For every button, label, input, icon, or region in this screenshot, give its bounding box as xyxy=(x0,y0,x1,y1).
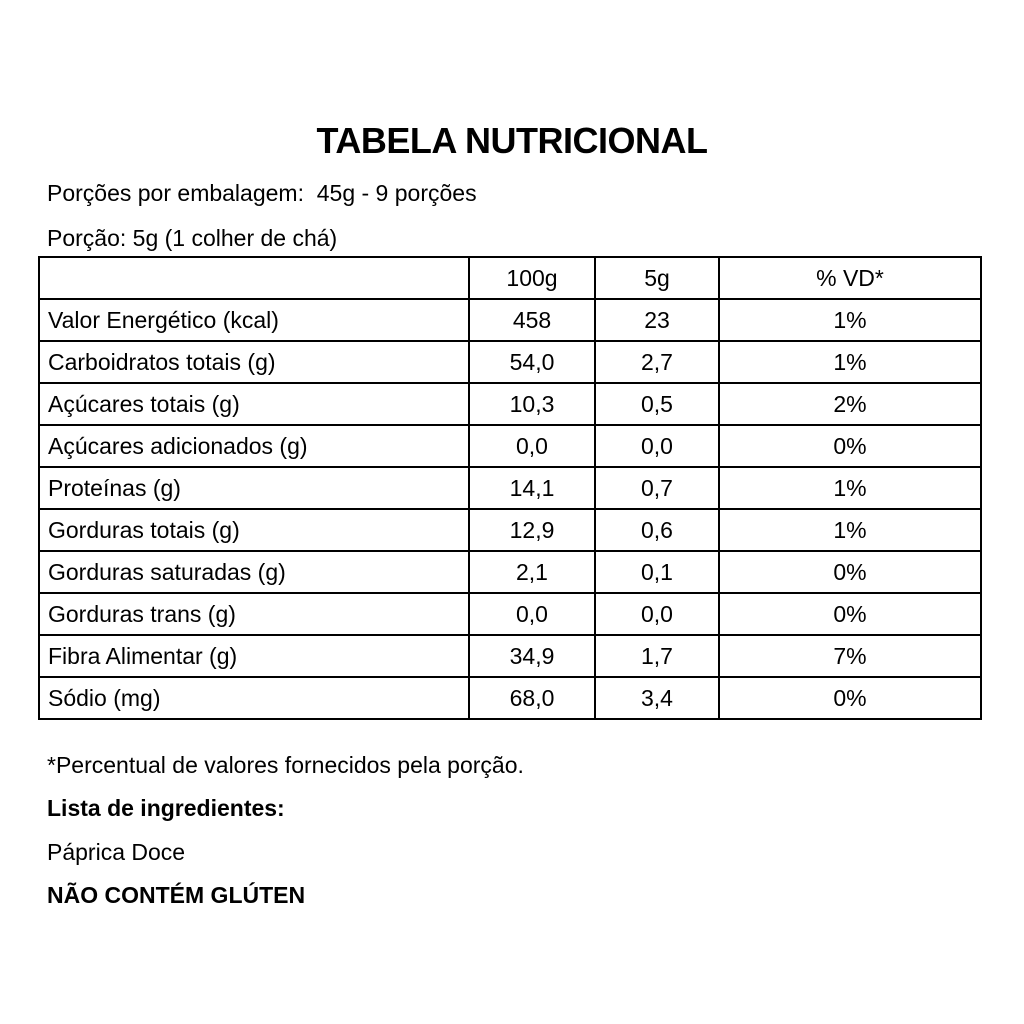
table-row: Carboidratos totais (g) 54,0 2,7 1% xyxy=(38,340,982,384)
table-cell: 458 xyxy=(468,298,596,342)
table-cell: 5g xyxy=(594,256,720,300)
table-row: Sódio (mg) 68,0 3,4 0% xyxy=(38,676,982,720)
table-cell: 1% xyxy=(718,340,982,384)
nutrient-label: Sódio (mg) xyxy=(38,676,470,720)
ingredients-list: Páprica Doce xyxy=(47,839,186,865)
nutrient-label: Valor Energético (kcal) xyxy=(38,298,470,342)
servings-per-package: Porções por embalagem: 45g - 9 porções xyxy=(47,180,477,206)
table-cell: 1% xyxy=(718,466,982,510)
table-row: Gorduras trans (g) 0,0 0,0 0% xyxy=(38,592,982,636)
table-cell: 68,0 xyxy=(468,676,596,720)
table-cell: 7% xyxy=(718,634,982,678)
nutrient-label: Gorduras saturadas (g) xyxy=(38,550,470,594)
footnote: *Percentual de valores fornecidos pela p… xyxy=(47,752,524,778)
nutrient-label: Fibra Alimentar (g) xyxy=(38,634,470,678)
table-cell: 0,0 xyxy=(594,592,720,636)
table-row: Gorduras saturadas (g) 2,1 0,1 0% xyxy=(38,550,982,594)
table-cell: 0,0 xyxy=(468,592,596,636)
table-cell: 10,3 xyxy=(468,382,596,426)
table-cell: 0,0 xyxy=(468,424,596,468)
table-row: Açúcares adicionados (g) 0,0 0,0 0% xyxy=(38,424,982,468)
table-cell: 34,9 xyxy=(468,634,596,678)
nutrient-label: Carboidratos totais (g) xyxy=(38,340,470,384)
table-cell: 2,1 xyxy=(468,550,596,594)
nutrient-label: Proteínas (g) xyxy=(38,466,470,510)
table-cell: 2,7 xyxy=(594,340,720,384)
table-row: Gorduras totais (g) 12,9 0,6 1% xyxy=(38,508,982,552)
table-cell: 0% xyxy=(718,676,982,720)
nutrient-label: Gorduras totais (g) xyxy=(38,508,470,552)
table-cell: 1,7 xyxy=(594,634,720,678)
table-cell: 1% xyxy=(718,508,982,552)
table-cell: 1% xyxy=(718,298,982,342)
table-cell: % VD* xyxy=(718,256,982,300)
table-cell: 2% xyxy=(718,382,982,426)
table-row: Proteínas (g) 14,1 0,7 1% xyxy=(38,466,982,510)
table-cell: 0% xyxy=(718,550,982,594)
table-row: Açúcares totais (g) 10,3 0,5 2% xyxy=(38,382,982,426)
gluten-notice: NÃO CONTÉM GLÚTEN xyxy=(47,882,306,908)
table-header-row: 100g 5g% VD* xyxy=(38,256,982,300)
table-cell: 100g xyxy=(468,256,596,300)
ingredients-heading: Lista de ingredientes: xyxy=(47,795,285,821)
table-cell: 0,6 xyxy=(594,508,720,552)
table-row: Fibra Alimentar (g) 34,9 1,7 7% xyxy=(38,634,982,678)
nutrition-table: 100g 5g% VD* Valor Energético (kcal) 458 23 1… xyxy=(38,256,982,720)
table-cell: 0,5 xyxy=(594,382,720,426)
table-cell: 0,0 xyxy=(594,424,720,468)
table-cell: 0,7 xyxy=(594,466,720,510)
serving-size: Porção: 5g (1 colher de chá) xyxy=(47,225,338,251)
table-cell: 12,9 xyxy=(468,508,596,552)
table-cell: 23 xyxy=(594,298,720,342)
nutrient-label: Açúcares totais (g) xyxy=(38,382,470,426)
nutrient-label: Gorduras trans (g) xyxy=(38,592,470,636)
table-cell: 0,1 xyxy=(594,550,720,594)
table-cell: 0% xyxy=(718,592,982,636)
nutrient-label xyxy=(38,256,470,300)
table-cell: 0% xyxy=(718,424,982,468)
nutrient-label: Açúcares adicionados (g) xyxy=(38,424,470,468)
table-cell: 14,1 xyxy=(468,466,596,510)
table-row: Valor Energético (kcal) 458 23 1% xyxy=(38,298,982,342)
table-cell: 54,0 xyxy=(468,340,596,384)
table-cell: 3,4 xyxy=(594,676,720,720)
page-title: TABELA NUTRICIONAL xyxy=(316,120,708,161)
